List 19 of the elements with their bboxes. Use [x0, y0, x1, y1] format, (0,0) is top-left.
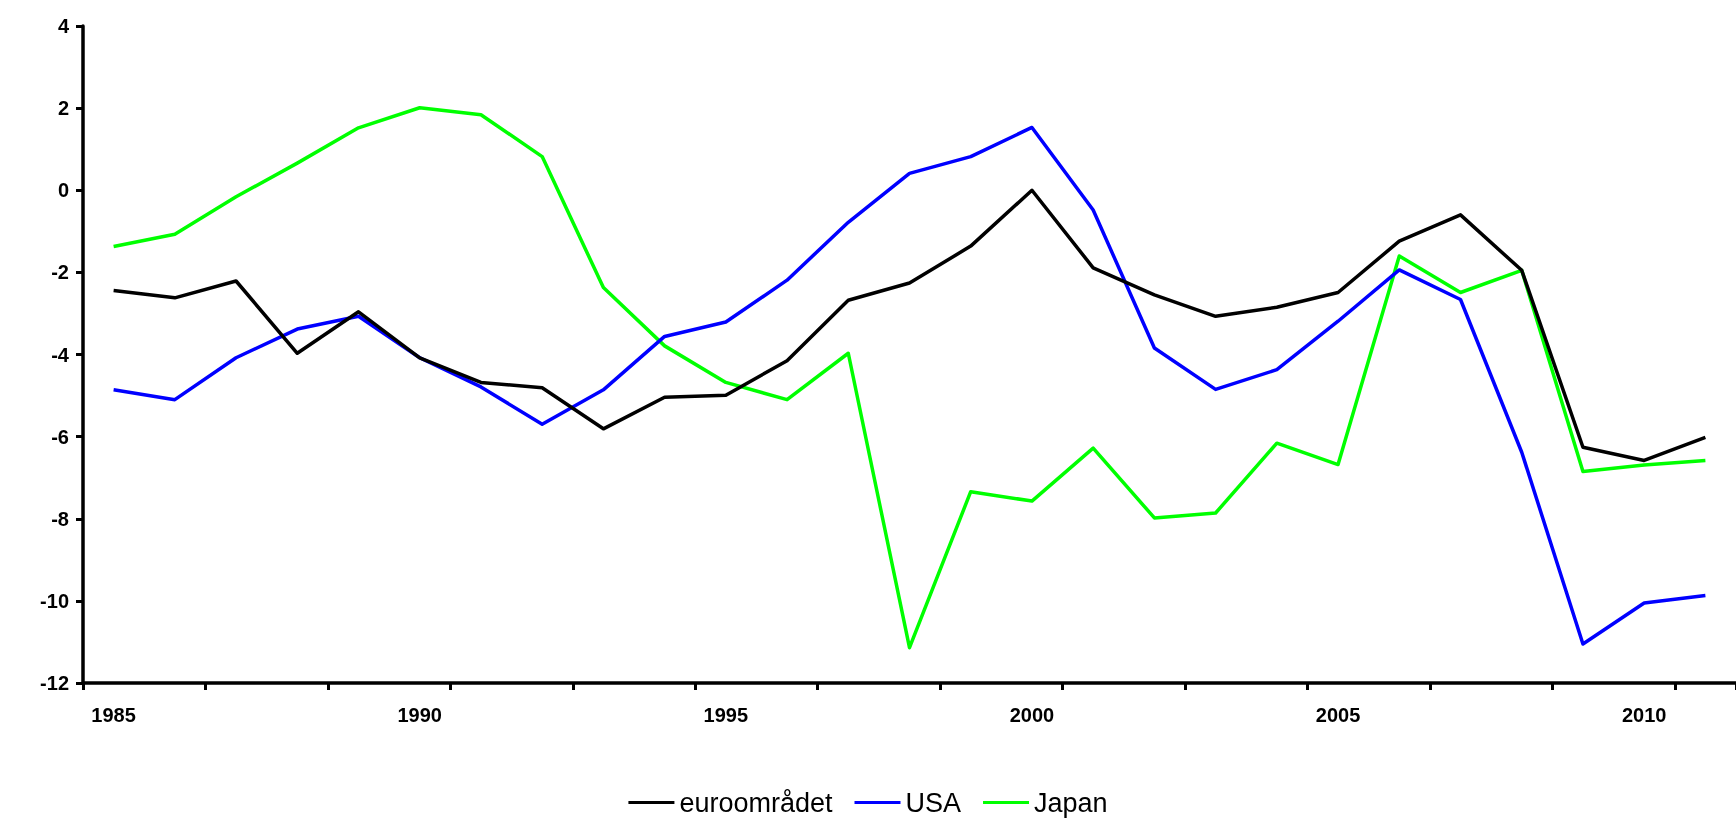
x-tick-label: 1995 [703, 704, 749, 726]
y-tick-label: 4 [57, 15, 70, 37]
legend-label: Japan [1034, 787, 1108, 818]
x-tick-label: 2010 [1621, 704, 1667, 726]
y-tick-label: -8 [51, 507, 69, 530]
y-tick-label: 2 [57, 97, 69, 120]
y-tick-label: -6 [51, 425, 69, 448]
x-tick-label: 1990 [397, 704, 442, 726]
y-tick-label: -12 [40, 672, 69, 694]
x-tick-label: 2000 [1009, 704, 1055, 726]
line-series [111, 188, 1708, 463]
x-tick-label: 2005 [1315, 704, 1361, 726]
legend-label: euroområdet [679, 787, 833, 818]
y-tick-label: -4 [51, 343, 70, 366]
y-tick-label: 0 [57, 179, 69, 202]
x-tick-label: 1985 [91, 704, 136, 726]
legend-label: USA [905, 787, 962, 818]
y-tick-label: -2 [51, 261, 69, 284]
y-tick-label: -10 [40, 589, 69, 612]
